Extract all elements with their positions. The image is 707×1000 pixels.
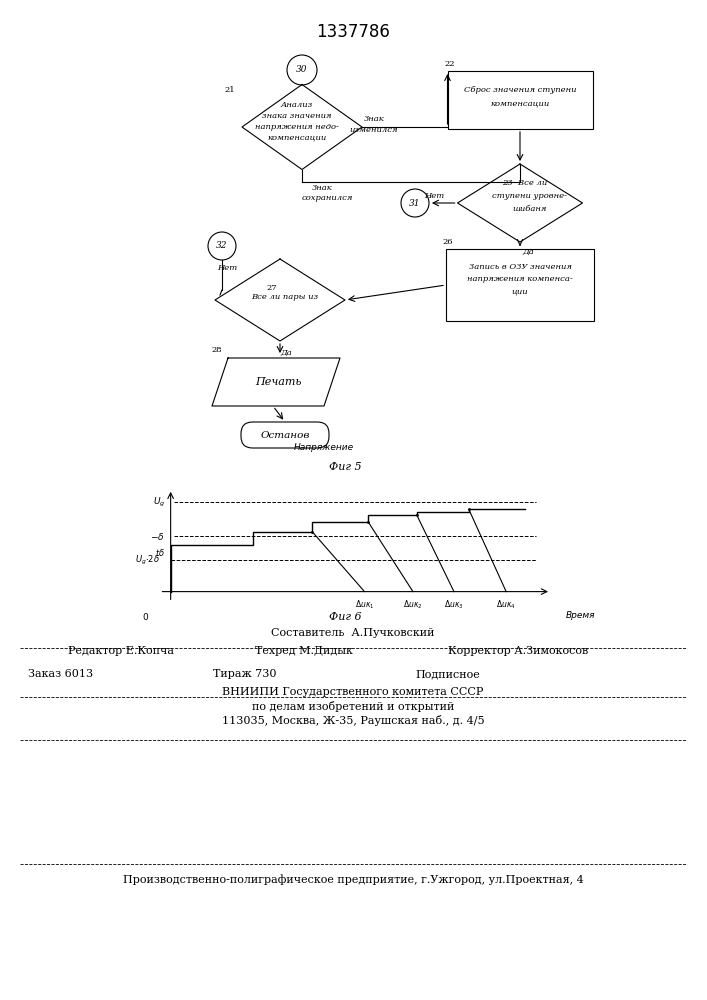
Text: Нет: Нет	[424, 192, 444, 200]
Text: $-\delta$: $-\delta$	[151, 531, 165, 542]
Text: Знак: Знак	[312, 184, 332, 192]
Text: знака значения: знака значения	[262, 112, 332, 120]
Text: $U_g$: $U_g$	[153, 496, 165, 509]
Text: Останов: Останов	[260, 430, 310, 440]
Text: Сброс значения ступени: Сброс значения ступени	[464, 86, 576, 94]
Text: $\Delta u\kappa_1$: $\Delta u\kappa_1$	[355, 599, 374, 611]
Text: $\Delta u\kappa_2$: $\Delta u\kappa_2$	[403, 599, 423, 611]
Text: шибаня: шибаня	[513, 205, 547, 213]
Text: 31: 31	[409, 198, 421, 208]
Bar	[446, 249, 594, 321]
Text: 23  Все ли: 23 Все ли	[503, 179, 548, 187]
Text: напряжения недо-: напряжения недо-	[255, 123, 339, 131]
Text: напряжения компенса-: напряжения компенса-	[467, 275, 573, 283]
Text: Нет: Нет	[217, 264, 237, 272]
Bar	[448, 71, 592, 129]
Text: Заказ 6013: Заказ 6013	[28, 669, 93, 679]
Text: изменился: изменился	[350, 126, 398, 134]
Text: $t\delta$: $t\delta$	[155, 547, 165, 558]
Text: Да: Да	[280, 349, 292, 357]
Text: Фиг 6: Фиг 6	[329, 612, 361, 622]
Text: 30: 30	[296, 66, 308, 75]
Text: Время: Время	[566, 610, 596, 619]
Text: Запись в ОЗУ значения: Запись в ОЗУ значения	[469, 263, 571, 271]
FancyBboxPatch shape	[241, 422, 329, 448]
Text: ступени уровне-: ступени уровне-	[493, 192, 568, 200]
Text: сохранился: сохранился	[301, 194, 353, 202]
Text: 28: 28	[211, 346, 222, 354]
Text: Анализ: Анализ	[281, 101, 313, 109]
Text: Все ли пары из: Все ли пары из	[252, 293, 319, 301]
Text: ВНИИПИ Государственного комитета СССР: ВНИИПИ Государственного комитета СССР	[222, 687, 484, 697]
Text: 1337786: 1337786	[316, 23, 390, 41]
Text: 27: 27	[267, 284, 277, 292]
Text: 21: 21	[225, 86, 235, 94]
Text: Подписное: Подписное	[415, 669, 480, 679]
Text: Производственно-полиграфическое предприятие, г.Ужгород, ул.Проектная, 4: Производственно-полиграфическое предприя…	[122, 875, 583, 885]
Text: 26: 26	[443, 238, 453, 246]
Text: Составитель  А.Пучковский: Составитель А.Пучковский	[271, 628, 435, 638]
Text: Да: Да	[522, 248, 534, 256]
Text: 22: 22	[444, 60, 455, 68]
Text: $\Delta u\kappa_3$: $\Delta u\kappa_3$	[444, 599, 464, 611]
Text: Знак: Знак	[363, 115, 385, 123]
Text: $U_g{\cdot}2\delta$: $U_g{\cdot}2\delta$	[134, 554, 160, 567]
Text: Тираж 730: Тираж 730	[213, 669, 276, 679]
Text: Техред М.Дидык: Техред М.Дидык	[255, 646, 353, 656]
Text: 32: 32	[216, 241, 228, 250]
Text: Печать: Печать	[255, 377, 301, 387]
Text: $\Delta u\kappa_4$: $\Delta u\kappa_4$	[496, 599, 516, 611]
Text: Редактор Е.Копча: Редактор Е.Копча	[68, 646, 174, 656]
Text: компенсации: компенсации	[267, 134, 327, 142]
Text: Корректор А.Зимокосов: Корректор А.Зимокосов	[448, 646, 588, 656]
Text: компенсации: компенсации	[491, 100, 549, 108]
Text: Напряжение: Напряжение	[294, 444, 354, 452]
Text: 0: 0	[142, 613, 148, 622]
Text: по делам изобретений и открытий: по делам изобретений и открытий	[252, 700, 454, 712]
Text: Фиг 5: Фиг 5	[329, 462, 361, 472]
Text: ции: ции	[512, 288, 528, 296]
Text: 113035, Москва, Ж-35, Раушская наб., д. 4/5: 113035, Москва, Ж-35, Раушская наб., д. …	[222, 714, 484, 726]
